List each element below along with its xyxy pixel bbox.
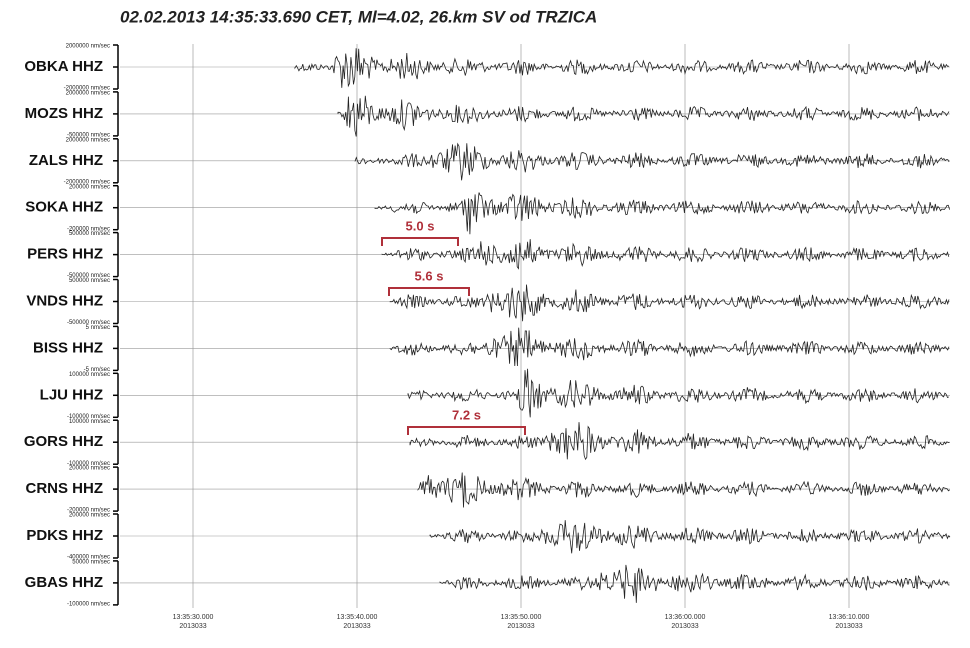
interval-label: 5.0 s <box>406 218 435 233</box>
day-label: 2013033 <box>835 623 862 630</box>
scale-top: 2000000 nm/sec <box>66 137 110 143</box>
scale-bottom: -5 nm/sec <box>84 367 110 373</box>
station-name: BISS HHZ <box>33 339 103 356</box>
scale-bottom: -2000000 nm/sec <box>64 179 110 185</box>
station-name: CRNS HHZ <box>26 480 104 497</box>
station-name: OBKA HHZ <box>24 58 103 75</box>
waveform <box>374 192 950 235</box>
scale-top: 500000 nm/sec <box>69 231 110 237</box>
day-label: 2013033 <box>671 623 698 630</box>
bracket <box>381 237 459 246</box>
bracket <box>407 426 526 435</box>
scale-top: 2000000 nm/sec <box>66 44 110 50</box>
title: 02.02.2013 14:35:33.690 CET, Ml=4.02, 26… <box>120 7 597 26</box>
scale-bottom: -200000 nm/sec <box>67 226 110 232</box>
day-label: 2013033 <box>507 623 534 630</box>
station-name: LJU HHZ <box>40 386 103 403</box>
waveform <box>389 284 950 322</box>
station-name: PDKS HHZ <box>26 527 103 544</box>
station-name: GBAS HHZ <box>25 574 103 591</box>
time-label: 13:36:00.000 <box>665 614 706 621</box>
time-label: 13:36:10.000 <box>829 614 870 621</box>
scale-top: 2000000 nm/sec <box>66 90 110 96</box>
station-name: ZALS HHZ <box>29 152 103 169</box>
waveform <box>417 472 950 508</box>
scale-bottom: -500000 nm/sec <box>67 320 110 326</box>
scale-top: 200000 nm/sec <box>69 513 110 519</box>
day-label: 2013033 <box>179 623 206 630</box>
waveform <box>409 422 950 461</box>
station-name: SOKA HHZ <box>25 199 103 216</box>
waveform <box>381 239 950 270</box>
scale-bottom: -500000 nm/sec <box>67 132 110 138</box>
time-label: 13:35:40.000 <box>337 614 378 621</box>
scale-top: 50000 nm/sec <box>72 559 110 565</box>
scale-bottom: -100000 nm/sec <box>67 601 110 607</box>
scale-top: 500000 nm/sec <box>69 278 110 284</box>
scale-bottom: -400000 nm/sec <box>67 555 110 561</box>
waveform <box>337 95 950 137</box>
waveform <box>429 520 951 554</box>
station-name: PERS HHZ <box>27 246 103 263</box>
scale-bottom: -100000 nm/sec <box>67 461 110 467</box>
scale-bottom: -2000000 nm/sec <box>64 86 110 92</box>
waveform <box>439 564 950 603</box>
scale-top: 100000 nm/sec <box>69 372 110 378</box>
time-label: 13:35:30.000 <box>173 614 214 621</box>
scale-top: 100000 nm/sec <box>69 419 110 425</box>
waveform <box>294 48 949 88</box>
station-name: VNDS HHZ <box>26 292 103 309</box>
interval-label: 5.6 s <box>415 268 444 283</box>
scale-bottom: -100000 nm/sec <box>67 414 110 420</box>
scale-top: 200000 nm/sec <box>69 466 110 472</box>
waveform <box>354 142 950 181</box>
station-name: GORS HHZ <box>24 433 103 450</box>
interval-label: 7.2 s <box>452 407 481 422</box>
day-label: 2013033 <box>343 623 370 630</box>
waveform <box>389 327 950 367</box>
scale-bottom: -200000 nm/sec <box>67 508 110 514</box>
waveform <box>407 368 949 418</box>
scale-top: 200000 nm/sec <box>69 184 110 190</box>
scale-bottom: -500000 nm/sec <box>67 273 110 279</box>
bracket <box>388 287 470 296</box>
scale-top: 5 nm/sec <box>86 325 110 331</box>
time-label: 13:35:50.000 <box>501 614 542 621</box>
station-name: MOZS HHZ <box>25 105 103 122</box>
